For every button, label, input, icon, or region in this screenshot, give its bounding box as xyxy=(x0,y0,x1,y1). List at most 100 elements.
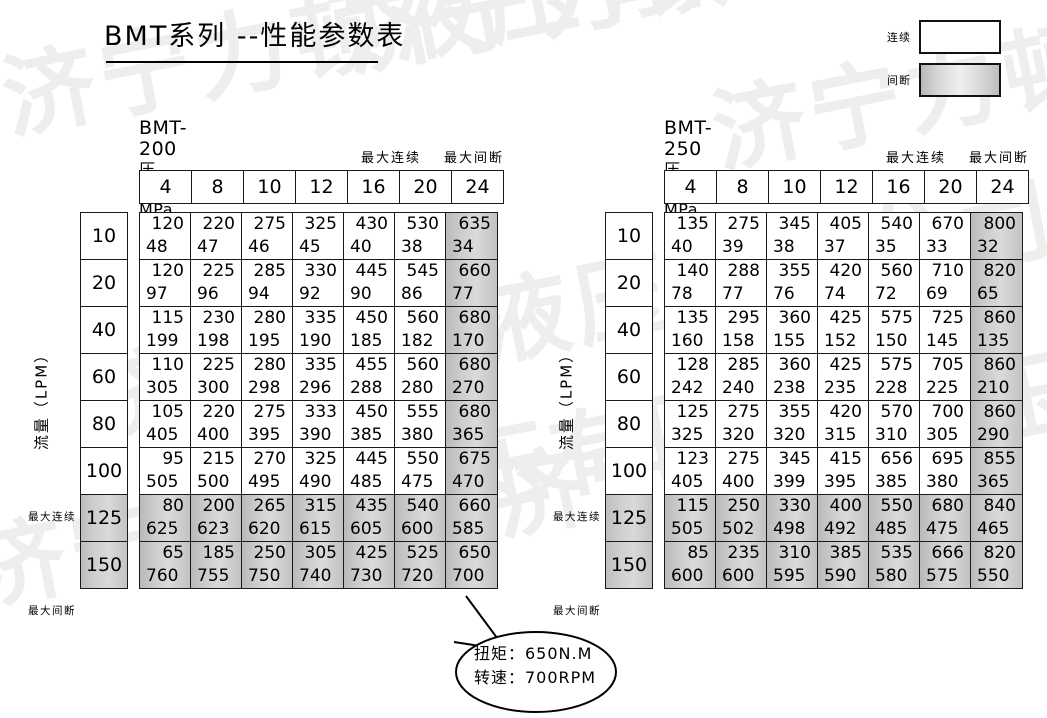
data-cell: 305 740 xyxy=(293,542,344,588)
table-row: 115 199 230 198 280 195 335 190 450 185 560 182 680 1… xyxy=(140,307,497,354)
table-row: 128 242 285 240 360 238 425 235 575 228 705 225 860 2… xyxy=(665,354,1022,401)
speed-value: 405 xyxy=(671,472,704,492)
torque-value: 560 xyxy=(406,355,439,375)
torque-value: 800 xyxy=(983,214,1016,234)
data-cell: 430 40 xyxy=(344,213,395,259)
speed-value: 490 xyxy=(299,472,332,492)
torque-value: 345 xyxy=(778,214,811,234)
speed-value: 755 xyxy=(197,566,230,586)
data-cell: 725 145 xyxy=(920,307,971,353)
row-side-note: 最大间断 xyxy=(28,605,76,617)
data-cell: 345 399 xyxy=(767,448,818,494)
data-cell: 345 38 xyxy=(767,213,818,259)
data-cell: 445 485 xyxy=(344,448,395,494)
speed-value: 750 xyxy=(248,566,281,586)
torque-value: 135 xyxy=(676,308,709,328)
torque-value: 275 xyxy=(253,214,286,234)
torque-value: 680 xyxy=(458,402,491,422)
title-underline xyxy=(106,61,378,63)
data-cell: 325 45 xyxy=(293,213,344,259)
legend-swatch-intermittent xyxy=(919,63,1001,97)
torque-value: 275 xyxy=(727,449,760,469)
torque-value: 120 xyxy=(151,214,184,234)
flow-value: 125 xyxy=(610,507,648,529)
speed-value: 600 xyxy=(401,519,434,539)
performance-data-grid: 120 48 220 47 275 46 325 45 430 40 530 38 635 34 120 97… xyxy=(139,212,498,589)
data-cell: 705 225 xyxy=(920,354,971,400)
speed-value: 505 xyxy=(671,519,704,539)
speed-value: 290 xyxy=(977,425,1010,445)
speed-value: 225 xyxy=(926,378,959,398)
data-cell: 135 160 xyxy=(665,307,716,353)
data-cell: 560 72 xyxy=(869,260,920,306)
torque-value: 575 xyxy=(880,355,913,375)
flow-row-label-column: 10 20 40 60 80 100 最大连续 125 150 最大间断 xyxy=(553,212,653,617)
data-cell: 315 615 xyxy=(293,495,344,541)
flow-row-label: 125 xyxy=(606,495,652,542)
speed-value: 365 xyxy=(977,472,1010,492)
torque-value: 288 xyxy=(727,261,760,281)
data-cell: 525 720 xyxy=(395,542,446,588)
torque-value: 225 xyxy=(202,261,235,281)
torque-value: 110 xyxy=(151,355,184,375)
speed-value: 238 xyxy=(773,378,806,398)
data-cell: 860 290 xyxy=(971,401,1022,447)
speed-value: 77 xyxy=(722,284,744,304)
data-cell: 275 320 xyxy=(716,401,767,447)
torque-value: 550 xyxy=(880,496,913,516)
torque-value: 550 xyxy=(406,449,439,469)
torque-value: 215 xyxy=(202,449,235,469)
data-cell: 235 600 xyxy=(716,542,767,588)
data-cell: 425 730 xyxy=(344,542,395,588)
pressure-column-header: 16 xyxy=(873,171,925,203)
data-cell: 435 605 xyxy=(344,495,395,541)
model-name: BMT-200 xyxy=(139,117,188,160)
data-cell: 85 600 xyxy=(665,542,716,588)
speed-value: 48 xyxy=(146,237,168,257)
max-continuous-label: 最大连续 xyxy=(886,151,947,166)
speed-value: 199 xyxy=(146,331,179,351)
legend-swatch-continuous xyxy=(919,20,1001,54)
speed-value: 94 xyxy=(248,284,270,304)
data-cell: 125 325 xyxy=(665,401,716,447)
speed-value: 210 xyxy=(977,378,1010,398)
flow-row-label: 80 xyxy=(81,401,127,448)
torque-value: 420 xyxy=(829,402,862,422)
max-labels: 最大连续 最大间断 xyxy=(139,118,503,168)
torque-value: 680 xyxy=(458,308,491,328)
data-cell: 355 320 xyxy=(767,401,818,447)
speed-value: 74 xyxy=(824,284,846,304)
pressure-column-header: 12 xyxy=(821,171,873,203)
torque-value: 335 xyxy=(304,355,337,375)
data-cell: 540 35 xyxy=(869,213,920,259)
speed-value: 623 xyxy=(197,519,230,539)
pressure-column-header: 4 xyxy=(140,171,192,203)
table-row: 123 405 275 400 345 399 415 395 656 385 695 380 855 3… xyxy=(665,448,1022,495)
torque-value: 95 xyxy=(162,449,184,469)
speed-value: 300 xyxy=(197,378,230,398)
torque-value: 265 xyxy=(253,496,286,516)
torque-value: 425 xyxy=(829,355,862,375)
torque-value: 680 xyxy=(458,355,491,375)
flow-row-label: 150 最大间断 xyxy=(553,542,652,617)
torque-value: 123 xyxy=(676,449,709,469)
data-cell: 215 500 xyxy=(191,448,242,494)
table-row: 85 600 235 600 310 595 385 590 535 580 666 575 820 55… xyxy=(665,542,1022,588)
torque-value: 225 xyxy=(202,355,235,375)
torque-value: 280 xyxy=(253,308,286,328)
data-cell: 415 395 xyxy=(818,448,869,494)
speed-value: 700 xyxy=(452,566,485,586)
max-labels: 最大连续 最大间断 xyxy=(664,118,1028,168)
data-cell: 335 296 xyxy=(293,354,344,400)
max-intermittent-label: 最大间断 xyxy=(969,151,1030,166)
data-cell: 335 190 xyxy=(293,307,344,353)
data-cell: 120 97 xyxy=(140,260,191,306)
row-side-note: 最大间断 xyxy=(553,605,601,617)
data-cell: 128 242 xyxy=(665,354,716,400)
data-cell: 666 575 xyxy=(920,542,971,588)
data-cell: 355 76 xyxy=(767,260,818,306)
torque-value: 325 xyxy=(304,449,337,469)
speed-value: 605 xyxy=(350,519,383,539)
data-cell: 420 74 xyxy=(818,260,869,306)
torque-value: 128 xyxy=(676,355,709,375)
